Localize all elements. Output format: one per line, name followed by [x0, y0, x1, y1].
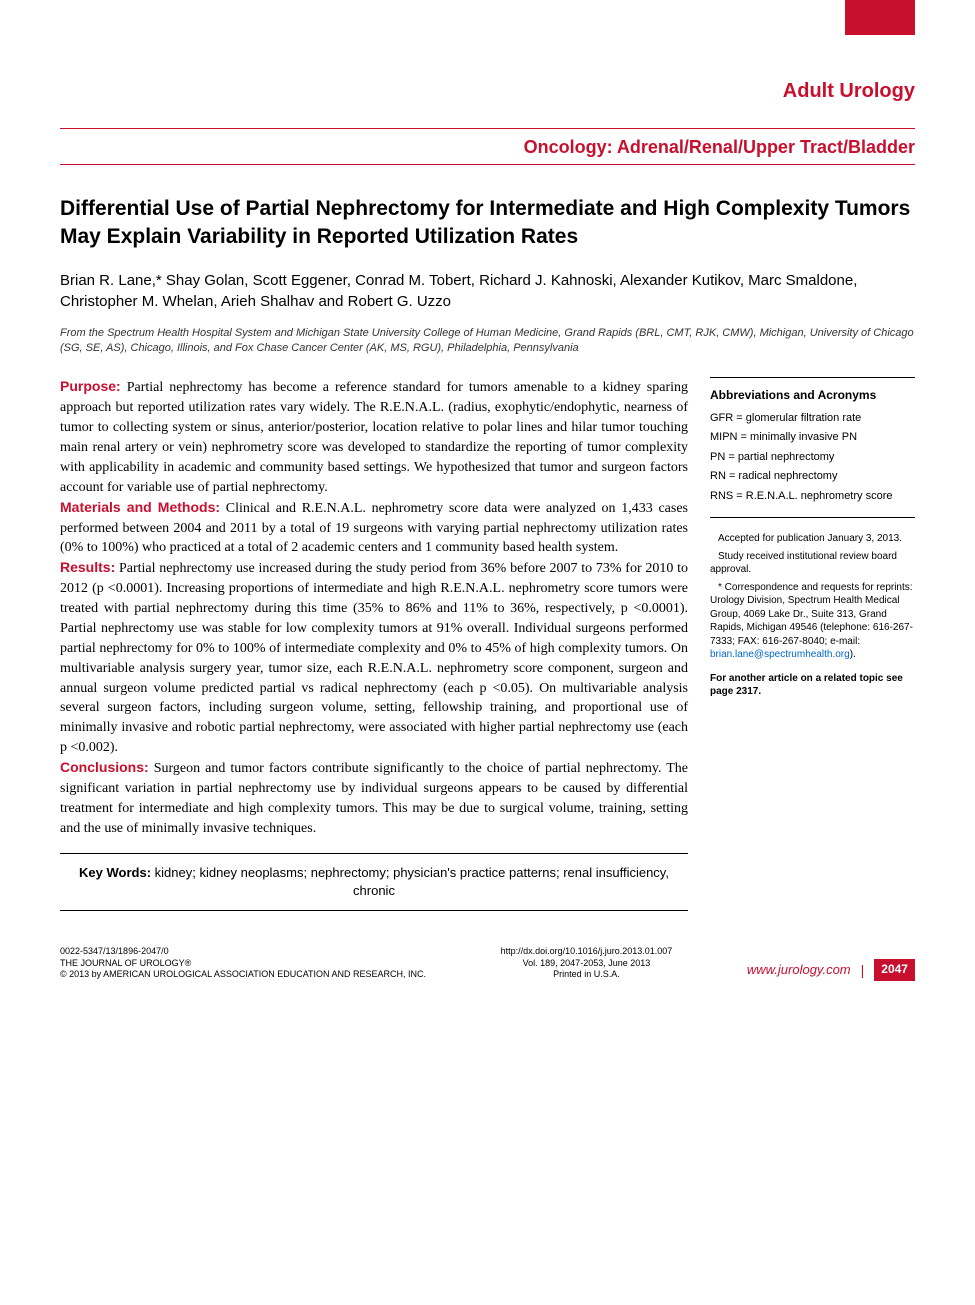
header-section: Adult Urology Oncology: Adrenal/Renal/Up… [60, 80, 915, 165]
correspondence-end: ). [850, 649, 856, 660]
footer-right: www.jurology.com | 2047 [747, 959, 915, 981]
related-article-note: For another article on a related topic s… [710, 672, 915, 699]
footer-left: 0022-5347/13/1896-2047/0 THE JOURNAL OF … [60, 946, 426, 981]
conclusions-label: Conclusions: [60, 759, 149, 775]
article-title: Differential Use of Partial Nephrectomy … [60, 195, 915, 252]
page-number: 2047 [874, 959, 915, 981]
conclusions-text: Surgeon and tumor factors contribute sig… [60, 761, 688, 836]
abbrev-item: RNS = R.E.N.A.L. nephrometry score [710, 488, 915, 505]
subsection-label: Oncology: Adrenal/Renal/Upper Tract/Blad… [60, 137, 915, 165]
accepted-note: Accepted for publication January 3, 2013… [710, 532, 915, 546]
page-footer: 0022-5347/13/1896-2047/0 THE JOURNAL OF … [60, 946, 915, 981]
abbrev-item: RN = radical nephrectomy [710, 468, 915, 485]
accent-bar [845, 0, 915, 35]
sidebar-notes: Accepted for publication January 3, 2013… [710, 532, 915, 662]
results-label: Results: [60, 559, 115, 575]
purpose-text: Partial nephrectomy has become a referen… [60, 380, 688, 494]
journal-section-label: Adult Urology [60, 80, 915, 103]
journal-url[interactable]: www.jurology.com [747, 962, 851, 979]
abstract-results: Results: Partial nephrectomy use increas… [60, 558, 688, 758]
abbrev-item: PN = partial nephrectomy [710, 449, 915, 466]
volume-text: Vol. 189, 2047-2053, June 2013 [501, 958, 673, 970]
divider-line [60, 128, 915, 129]
results-text: Partial nephrectomy use increased during… [60, 561, 688, 755]
keywords-box: Key Words: kidney; kidney neoplasms; nep… [60, 853, 688, 911]
keywords-text: kidney; kidney neoplasms; nephrectomy; p… [151, 865, 669, 898]
content-row: Purpose: Partial nephrectomy has become … [60, 377, 915, 911]
abbrev-item: GFR = glomerular filtration rate [710, 410, 915, 427]
footer-center: http://dx.doi.org/10.1016/j.juro.2013.01… [501, 946, 673, 981]
copyright-text: © 2013 by AMERICAN UROLOGICAL ASSOCIATIO… [60, 969, 426, 981]
email-link[interactable]: brian.lane@spectrumhealth.org [710, 649, 850, 660]
abbreviations-title: Abbreviations and Acronyms [710, 388, 915, 404]
abstract-purpose: Purpose: Partial nephrectomy has become … [60, 377, 688, 497]
purpose-label: Purpose: [60, 378, 121, 394]
journal-page: Adult Urology Oncology: Adrenal/Renal/Up… [0, 0, 975, 1001]
abstract-conclusions: Conclusions: Surgeon and tumor factors c… [60, 758, 688, 839]
abstract-column: Purpose: Partial nephrectomy has become … [60, 377, 688, 911]
issn-text: 0022-5347/13/1896-2047/0 [60, 946, 426, 958]
abstract-methods: Materials and Methods: Clinical and R.E.… [60, 498, 688, 559]
authors-list: Brian R. Lane,* Shay Golan, Scott Eggene… [60, 270, 915, 312]
methods-label: Materials and Methods: [60, 499, 220, 515]
divider-icon: | [861, 961, 865, 979]
journal-name: THE JOURNAL OF UROLOGY® [60, 958, 426, 970]
correspondence-text: * Correspondence and requests for reprin… [710, 582, 913, 647]
sidebar-column: Abbreviations and Acronyms GFR = glomeru… [710, 377, 915, 911]
affiliation-text: From the Spectrum Health Hospital System… [60, 326, 915, 356]
irb-note: Study received institutional review boar… [710, 550, 915, 577]
abbreviations-box: Abbreviations and Acronyms GFR = glomeru… [710, 377, 915, 518]
printed-text: Printed in U.S.A. [501, 969, 673, 981]
abbrev-item: MIPN = minimally invasive PN [710, 429, 915, 446]
doi-text: http://dx.doi.org/10.1016/j.juro.2013.01… [501, 946, 673, 958]
correspondence-note: * Correspondence and requests for reprin… [710, 581, 915, 662]
keywords-label: Key Words: [79, 865, 151, 880]
